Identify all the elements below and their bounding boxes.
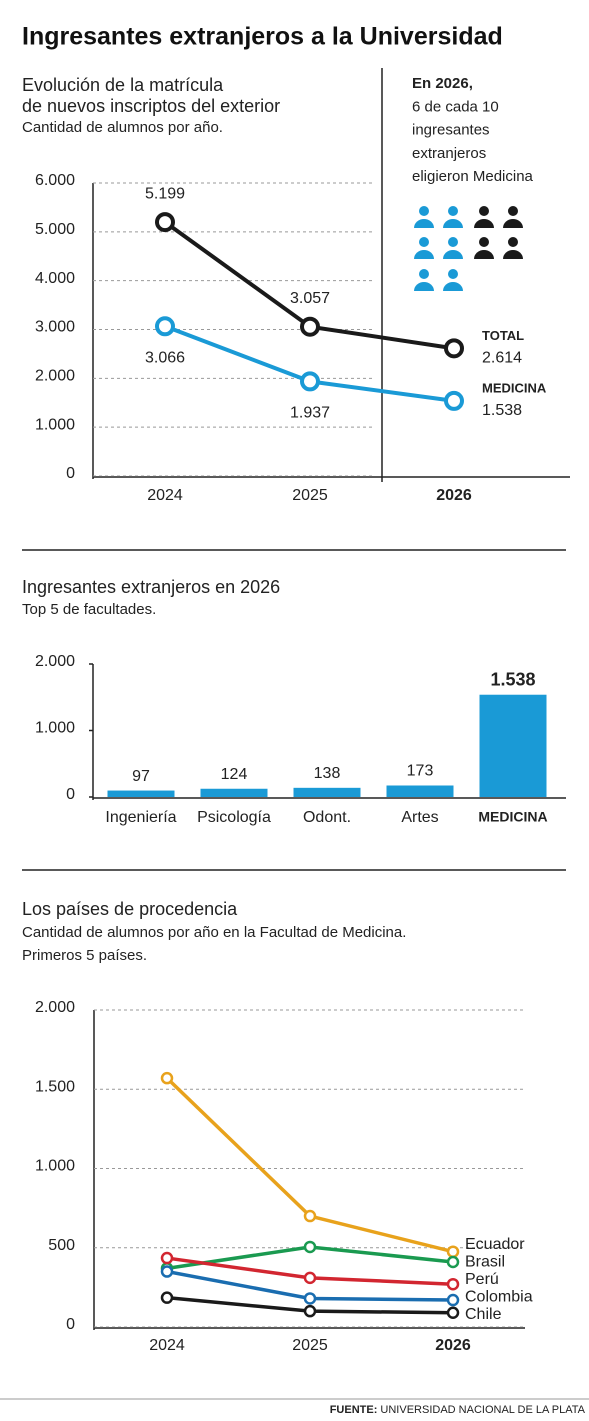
data-label: 1.538 <box>490 669 535 689</box>
point <box>155 316 175 337</box>
point <box>303 1304 317 1318</box>
data-label: 124 <box>221 766 248 783</box>
y-tick-label: 500 <box>48 1237 75 1254</box>
y-tick-label: 1.000 <box>35 1158 75 1175</box>
source-label: FUENTE: <box>330 1404 378 1416</box>
chart-title: Ingresantes extranjeros en 2026 <box>22 577 280 597</box>
page-title: Ingresantes extranjeros a la Universidad <box>22 23 503 51</box>
series-label: TOTAL <box>482 328 524 343</box>
x-tick-label: 2025 <box>292 487 328 504</box>
data-label: 5.199 <box>145 185 185 202</box>
source: FUENTE: UNIVERSIDAD NACIONAL DE LA PLATA <box>330 1404 586 1416</box>
data-label: 138 <box>314 765 341 782</box>
x-tick-label: 2024 <box>147 487 183 504</box>
point <box>444 338 464 359</box>
x-tick-label: Odont. <box>303 809 351 826</box>
annotation: extranjeros <box>412 145 486 162</box>
point <box>300 371 320 392</box>
data-label: 3.066 <box>145 349 185 366</box>
y-tick-label: 0 <box>66 1316 75 1333</box>
chart-title: Los países de procedencia <box>22 899 238 919</box>
y-tick-label: 0 <box>66 465 75 482</box>
y-tick-label: 2.000 <box>35 999 75 1016</box>
y-tick-label: 1.500 <box>35 1078 75 1095</box>
data-label: 97 <box>132 768 150 785</box>
annotation: 6 de cada 10 <box>412 98 499 115</box>
point <box>446 1277 460 1291</box>
point <box>155 212 175 233</box>
chart-title: Evolución de la matrícula <box>22 75 224 95</box>
chart-subtitle: Cantidad de alumnos por año. <box>22 119 223 136</box>
point <box>300 316 320 337</box>
point <box>303 1240 317 1254</box>
point <box>303 1292 317 1305</box>
data-label: 173 <box>407 763 434 780</box>
chart-subtitle: Primeros 5 países. <box>22 947 147 964</box>
x-tick-label: Artes <box>401 809 438 826</box>
point <box>160 1071 174 1085</box>
y-tick-label: 6.000 <box>35 172 75 189</box>
bar <box>107 790 175 797</box>
bar <box>293 787 361 797</box>
x-tick-label: 2026 <box>436 487 472 504</box>
x-tick-label: Psicología <box>197 809 271 826</box>
series-label: Colombia <box>465 1289 533 1306</box>
y-tick-label: 1.000 <box>35 720 75 737</box>
series-label: Ecuador <box>465 1236 525 1253</box>
series-label: Chile <box>465 1306 502 1323</box>
y-tick-label: 2.000 <box>35 368 75 385</box>
series-line <box>165 1076 454 1254</box>
point <box>160 1265 174 1278</box>
series-label: Brasil <box>465 1254 505 1271</box>
chart-subtitle: Top 5 de facultades. <box>22 601 156 618</box>
point <box>446 1255 460 1269</box>
y-tick-label: 3.000 <box>35 319 75 336</box>
series-label: MEDICINA <box>482 380 547 395</box>
x-tick-label: MEDICINA <box>478 809 547 825</box>
bar <box>200 788 268 797</box>
data-label: 2.614 <box>482 350 522 367</box>
point <box>160 1291 174 1304</box>
point <box>303 1271 317 1285</box>
data-label: 3.057 <box>290 290 330 307</box>
source-text: UNIVERSIDAD NACIONAL DE LA PLATA <box>380 1404 585 1416</box>
y-tick-label: 2.000 <box>35 653 75 670</box>
y-tick-label: 1.000 <box>35 416 75 433</box>
point <box>444 390 464 411</box>
annotation: eligieron Medicina <box>412 168 534 185</box>
y-tick-label: 5.000 <box>35 221 75 238</box>
bar <box>479 694 547 797</box>
point <box>446 1306 460 1319</box>
bar <box>386 785 454 797</box>
x-tick-label: Ingeniería <box>105 809 176 826</box>
annotation: En 2026, <box>412 75 473 92</box>
data-label: 1.538 <box>482 402 522 419</box>
data-label: 1.937 <box>290 405 330 422</box>
point <box>160 1251 174 1265</box>
chart-subtitle: Cantidad de alumnos por año en la Facult… <box>22 924 406 941</box>
x-tick-label: 2025 <box>292 1337 328 1354</box>
point <box>303 1209 317 1223</box>
point <box>446 1245 460 1258</box>
chart-title: de nuevos inscriptos del exterior <box>22 96 280 116</box>
x-tick-label: 2024 <box>149 1337 185 1354</box>
annotation: ingresantes <box>412 122 490 139</box>
x-tick-label: 2026 <box>435 1337 471 1354</box>
point <box>446 1293 460 1307</box>
pictogram <box>414 206 523 291</box>
series-label: Perú <box>465 1271 499 1288</box>
y-tick-label: 4.000 <box>35 270 75 287</box>
y-tick-label: 0 <box>66 786 75 803</box>
